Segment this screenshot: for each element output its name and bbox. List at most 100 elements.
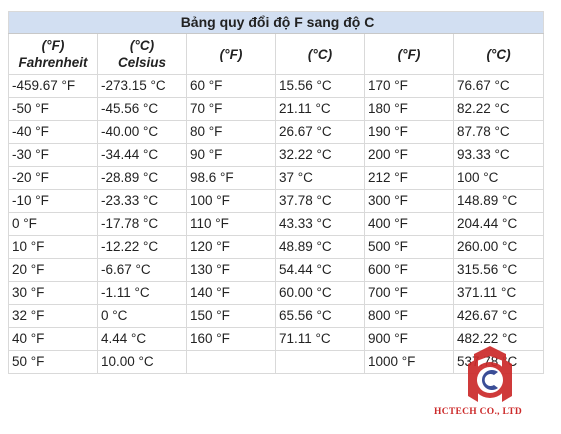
fahrenheit-cell: 110 °F — [186, 212, 276, 236]
celsius-cell: -45.56 °C — [97, 97, 187, 121]
celsius-cell: 260.00 °C — [452, 235, 545, 259]
table-row: 40 °F 4.44 °C 160 °F 71.11 °C 900 °F 482.22 °… — [8, 327, 545, 351]
celsius-cell: 204.44 °C — [452, 212, 545, 236]
celsius-cell: -23.33 °C — [97, 189, 187, 213]
fahrenheit-cell: -50 °F — [8, 97, 98, 121]
fahrenheit-cell: 160 °F — [186, 327, 276, 351]
table-row: 20 °F -6.67 °C 130 °F 54.44 °C 600 °F 315.56 … — [8, 258, 545, 282]
table-row: -10 °F -23.33 °C 100 °F 37.78 °C 300 °F 148.8… — [8, 189, 545, 213]
celsius-cell: 426.67 °C — [452, 304, 545, 328]
table-row: 10 °F -12.22 °C 120 °F 48.89 °C 500 °F 260.00… — [8, 235, 545, 259]
fahrenheit-cell: 500 °F — [364, 235, 454, 259]
table-row: -459.67 °F -273.15 °C 60 °F 15.56 °C 170 °F 7… — [8, 74, 545, 98]
header-name: Fahrenheit — [18, 55, 88, 70]
celsius-cell: 37.78 °C — [275, 189, 365, 213]
fahrenheit-cell: 50 °F — [8, 350, 98, 374]
celsius-cell: -40.00 °C — [97, 120, 187, 144]
fahrenheit-cell: -20 °F — [8, 166, 98, 190]
header-row: (°F) Fahrenheit (°C) Celsius (°F) (°C) (… — [8, 33, 545, 75]
fahrenheit-cell: 130 °F — [186, 258, 276, 282]
celsius-cell: 15.56 °C — [275, 74, 365, 98]
fahrenheit-cell: 100 °F — [186, 189, 276, 213]
celsius-cell: -1.11 °C — [97, 281, 187, 305]
celsius-cell: -6.67 °C — [97, 258, 187, 282]
header-celsius-2: (°C) — [275, 33, 365, 75]
celsius-cell: 93.33 °C — [452, 143, 545, 167]
header-celsius: (°C) Celsius — [97, 33, 187, 75]
fahrenheit-cell: 120 °F — [186, 235, 276, 259]
table-row: 32 °F 0 °C 150 °F 65.56 °C 800 °F 426.67 °C — [8, 304, 545, 328]
header-unit: (°F) — [41, 38, 65, 53]
celsius-cell: 87.78 °C — [452, 120, 545, 144]
fahrenheit-cell: -459.67 °F — [8, 74, 98, 98]
fahrenheit-cell: 190 °F — [364, 120, 454, 144]
header-celsius-3: (°C) — [452, 33, 545, 75]
table-body: -459.67 °F -273.15 °C 60 °F 15.56 °C 170 °F 7… — [8, 74, 545, 374]
celsius-cell: 65.56 °C — [275, 304, 365, 328]
header-fahrenheit-3: (°F) — [364, 33, 454, 75]
table-row: 30 °F -1.11 °C 140 °F 60.00 °C 700 °F 371.11 … — [8, 281, 545, 305]
fahrenheit-cell: 30 °F — [8, 281, 98, 305]
fahrenheit-cell: 150 °F — [186, 304, 276, 328]
celsius-cell: 43.33 °C — [275, 212, 365, 236]
fahrenheit-cell: -10 °F — [8, 189, 98, 213]
fahrenheit-cell: 0 °F — [8, 212, 98, 236]
header-name: Celsius — [117, 55, 167, 70]
fahrenheit-cell: 300 °F — [364, 189, 454, 213]
table-title: Bảng quy đổi độ F sang độ C — [7, 11, 545, 34]
fahrenheit-cell: 1000 °F — [364, 350, 454, 374]
celsius-cell: 10.00 °C — [97, 350, 187, 374]
celsius-cell: -34.44 °C — [97, 143, 187, 167]
celsius-cell: 82.22 °C — [452, 97, 545, 121]
fahrenheit-cell: 90 °F — [186, 143, 276, 167]
header-fahrenheit-2: (°F) — [186, 33, 276, 75]
fahrenheit-cell: 180 °F — [364, 97, 454, 121]
fahrenheit-cell: 80 °F — [186, 120, 276, 144]
fahrenheit-cell: 170 °F — [364, 74, 454, 98]
celsius-cell: 0 °C — [97, 304, 187, 328]
conversion-table: Bảng quy đổi độ F sang độ C (°F) Fahrenh… — [7, 11, 545, 374]
table-row: 0 °F -17.78 °C 110 °F 43.33 °C 400 °F 204.44 … — [8, 212, 545, 236]
celsius-cell: 148.89 °C — [452, 189, 545, 213]
fahrenheit-cell: 140 °F — [186, 281, 276, 305]
header-unit: (°C) — [129, 38, 155, 53]
fahrenheit-cell: 212 °F — [364, 166, 454, 190]
fahrenheit-cell: 98.6 °F — [186, 166, 276, 190]
celsius-cell: 315.56 °C — [452, 258, 545, 282]
celsius-cell: 100 °C — [452, 166, 545, 190]
fahrenheit-cell: 600 °F — [364, 258, 454, 282]
celsius-cell: -273.15 °C — [97, 74, 187, 98]
fahrenheit-cell — [186, 350, 276, 374]
celsius-cell: 482.22 °C — [452, 327, 545, 351]
table-row: -30 °F -34.44 °C 90 °F 32.22 °C 200 °F 93.33 … — [8, 143, 545, 167]
fahrenheit-cell: 200 °F — [364, 143, 454, 167]
fahrenheit-cell: 10 °F — [8, 235, 98, 259]
header-fahrenheit: (°F) Fahrenheit — [8, 33, 98, 75]
celsius-cell: -17.78 °C — [97, 212, 187, 236]
fahrenheit-cell: -30 °F — [8, 143, 98, 167]
celsius-cell: 60.00 °C — [275, 281, 365, 305]
celsius-cell — [275, 350, 365, 374]
fahrenheit-cell: 60 °F — [186, 74, 276, 98]
hctech-logo — [468, 346, 512, 402]
fahrenheit-cell: 32 °F — [8, 304, 98, 328]
celsius-cell: 54.44 °C — [275, 258, 365, 282]
celsius-cell: 32.22 °C — [275, 143, 365, 167]
fahrenheit-cell: 400 °F — [364, 212, 454, 236]
celsius-cell: 48.89 °C — [275, 235, 365, 259]
fahrenheit-cell: 20 °F — [8, 258, 98, 282]
celsius-cell: 21.11 °C — [275, 97, 365, 121]
fahrenheit-cell: 40 °F — [8, 327, 98, 351]
fahrenheit-cell: -40 °F — [8, 120, 98, 144]
celsius-cell: 76.67 °C — [452, 74, 545, 98]
company-name: HCTECH CO., LTD — [434, 407, 523, 417]
table-row: -50 °F -45.56 °C 70 °F 21.11 °C 180 °F 82.22 … — [8, 97, 545, 121]
fahrenheit-cell: 700 °F — [364, 281, 454, 305]
celsius-cell: 26.67 °C — [275, 120, 365, 144]
table-row: -20 °F -28.89 °C 98.6 °F 37 °C 212 °F 100 °C — [8, 166, 545, 190]
celsius-cell: 4.44 °C — [97, 327, 187, 351]
fahrenheit-cell: 800 °F — [364, 304, 454, 328]
celsius-cell: 371.11 °C — [452, 281, 545, 305]
fahrenheit-cell: 70 °F — [186, 97, 276, 121]
celsius-cell: 71.11 °C — [275, 327, 365, 351]
